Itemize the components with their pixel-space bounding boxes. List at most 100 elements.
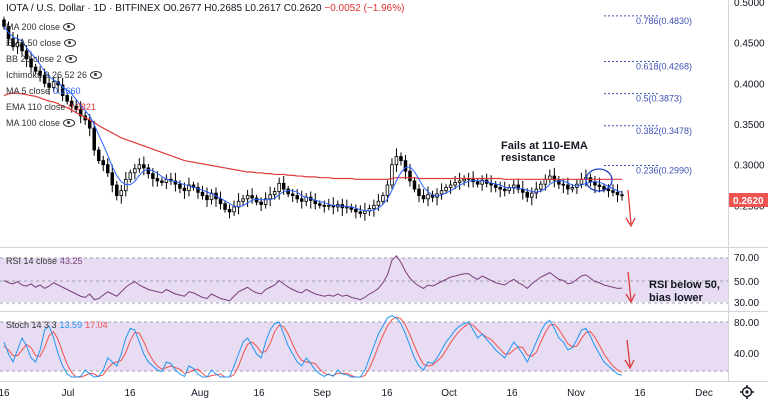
- price-arrow-head: [625, 217, 636, 228]
- candle-body: [254, 197, 259, 203]
- ma-5-line: [3, 26, 623, 212]
- eye-off-icon[interactable]: [63, 119, 76, 127]
- candle-body: [277, 182, 281, 192]
- legend-ichimoku[interactable]: Ichimoku 9 26 52 26: [6, 68, 103, 82]
- legend-ema110[interactable]: EMA 110 close 0.2821: [6, 100, 96, 114]
- candle-body: [322, 204, 327, 207]
- candle-body: [318, 203, 322, 206]
- candle-body: [534, 188, 539, 194]
- eye-off-icon[interactable]: [64, 55, 77, 63]
- fib-level-label: 0.382(0.3478): [636, 126, 692, 136]
- candle-body: [178, 183, 182, 189]
- candle-body: [597, 184, 602, 188]
- candle-body: [299, 198, 304, 202]
- candle-body: [101, 160, 105, 166]
- legend-stoch-k: 13.59: [59, 320, 83, 330]
- candle-body: [448, 184, 453, 188]
- candle-body: [354, 208, 358, 213]
- fib-levels: 0.786(0.4830) 0.618(0.4268) 0.5(0.3873) 0.3…: [604, 15, 692, 175]
- legend-ma100[interactable]: MA 100 close: [6, 116, 76, 130]
- stoch-k-line: [3, 315, 623, 378]
- legend-ma200[interactable]: MA 200 close: [6, 20, 76, 34]
- candle-body: [227, 208, 232, 213]
- time-axis-label: Dec: [695, 388, 713, 399]
- legend-ma100-label: MA 100 close: [6, 118, 61, 128]
- main-pane[interactable]: [0, 0, 728, 246]
- time-axis-label: 16: [0, 388, 10, 399]
- time-axis-label: 16: [634, 388, 646, 399]
- candle-body: [155, 178, 160, 182]
- candle-body: [87, 119, 92, 129]
- legend-stoch[interactable]: Stoch 14 3 3 13.59 17.04: [6, 318, 108, 332]
- candle-body: [566, 184, 570, 190]
- legend-rsi[interactable]: RSI 14 close 43.25: [6, 254, 83, 268]
- legend-ma5-label: MA 5 close: [6, 86, 51, 96]
- candle-body: [105, 164, 110, 174]
- candle-body: [345, 206, 349, 209]
- candle-body: [457, 180, 462, 183]
- fib-level-label: 0.618(0.4268): [636, 62, 692, 72]
- candle-body: [29, 58, 33, 68]
- candle-body: [115, 184, 119, 196]
- candle-body: [173, 180, 178, 185]
- candle-body: [570, 187, 575, 190]
- eye-off-icon[interactable]: [63, 23, 76, 31]
- ohlc-low: L0.2617: [244, 3, 281, 14]
- candle-body: [182, 187, 187, 192]
- candle-body: [268, 194, 272, 200]
- eye-off-icon[interactable]: [64, 39, 77, 47]
- rsi-arrow-head: [625, 293, 636, 304]
- time-axis[interactable]: 16 Jul 16 Aug 16 Sep 16 Oct 16 Nov 16 Dec: [0, 388, 713, 399]
- fib-level-label: 0.5(0.3873): [636, 94, 682, 104]
- candle-body: [20, 42, 24, 52]
- rsi-arrow-shaft: [627, 271, 632, 301]
- candle-body: [602, 186, 606, 190]
- candle-body: [160, 180, 164, 183]
- candle-body: [439, 190, 444, 195]
- legend-ema50[interactable]: EMA 50 close: [6, 36, 77, 50]
- candle-body: [412, 180, 417, 190]
- legend-bb-label: BB 20 close 2: [6, 54, 62, 64]
- candle-body: [390, 164, 394, 186]
- candle-body: [128, 172, 133, 180]
- candle-body: [290, 193, 295, 196]
- candle-body: [539, 183, 543, 190]
- candle-body: [462, 178, 466, 182]
- legend-ma5[interactable]: MA 5 close 0.2660: [6, 84, 81, 98]
- last-price-text: 0.2620: [733, 196, 764, 207]
- candle-body: [530, 192, 534, 198]
- time-axis-label: 16: [506, 388, 518, 399]
- symbol-title[interactable]: IOTA / U.S. Dollar · 1D · BITFINEX: [6, 3, 161, 14]
- settings-gear-icon[interactable]: [740, 385, 754, 399]
- candle-body: [2, 19, 6, 27]
- stoch-axis-40: 40.00: [734, 349, 759, 360]
- candle-body: [421, 195, 426, 200]
- legend-stoch-label: Stoch 14 3 3: [6, 320, 57, 330]
- candle-body: [408, 170, 412, 182]
- fib-level-label: 0.236(0.2990): [636, 165, 692, 175]
- candle-body: [33, 66, 38, 72]
- annotation-rsi-line2: bias lower: [649, 292, 704, 304]
- candle-body: [187, 184, 191, 192]
- candle-body: [78, 108, 83, 117]
- legend-ma200-label: MA 200 close: [6, 22, 61, 32]
- candle-body: [381, 195, 385, 202]
- candle-body: [47, 82, 51, 88]
- candle-body: [593, 181, 597, 186]
- candle-body: [372, 204, 376, 209]
- legend-bb[interactable]: BB 20 close 2: [6, 52, 77, 66]
- candle-body: [232, 206, 236, 213]
- price-axis-label: 0.5000: [734, 0, 765, 9]
- time-axis-label: 16: [124, 388, 136, 399]
- last-price-tag: [729, 193, 768, 207]
- legend-ema110-label: EMA 110 close: [6, 102, 66, 112]
- candle-body: [295, 195, 299, 200]
- candle-body: [272, 191, 277, 196]
- annotation-arrows: [624, 189, 636, 370]
- rsi-axis-30: 30.00: [734, 298, 759, 309]
- eye-off-icon[interactable]: [90, 71, 103, 79]
- ohlc-high: H0.2685: [204, 3, 243, 14]
- annotation-main-line1: Fails at 110-EMA: [501, 140, 588, 152]
